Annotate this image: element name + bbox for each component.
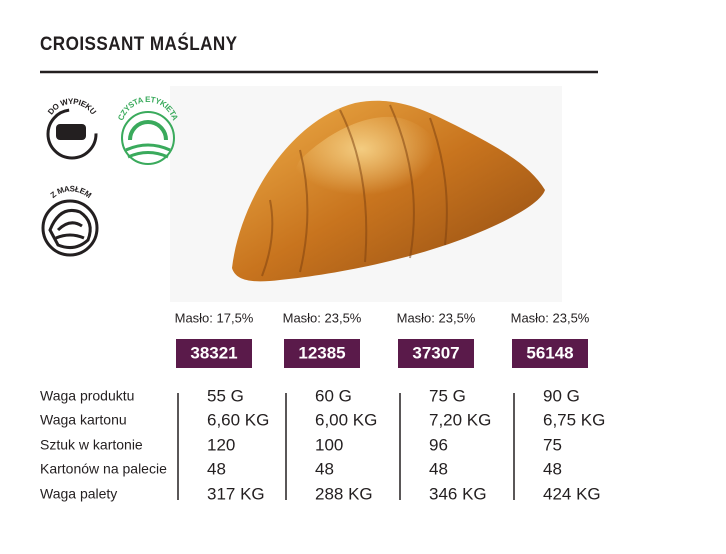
code-box bbox=[398, 339, 474, 368]
badge-label: DO WYPIEKU bbox=[46, 97, 98, 117]
cell-value: 48 bbox=[207, 459, 226, 478]
code-box bbox=[512, 339, 588, 368]
row-label: Waga palety bbox=[40, 486, 117, 502]
product-code: 12385 bbox=[298, 343, 345, 362]
cell-value: 424 KG bbox=[543, 484, 601, 503]
cell-value: 55 G bbox=[207, 386, 244, 405]
badge-bake: DO WYPIEKU bbox=[46, 97, 98, 160]
cell-value: 100 bbox=[315, 435, 343, 454]
row-label: Sztuk w kartonie bbox=[40, 437, 143, 453]
svg-text:Z MASŁEM: Z MASŁEM bbox=[49, 184, 94, 200]
row-label: Waga produktu bbox=[40, 388, 134, 404]
cell-value: 6,60 KG bbox=[207, 410, 269, 429]
cell-value: 6,75 KG bbox=[543, 410, 605, 429]
row-label: Kartonów na palecie bbox=[40, 461, 167, 477]
code-box bbox=[284, 339, 360, 368]
cell-value: 48 bbox=[543, 459, 562, 478]
svg-text:DO WYPIEKU: DO WYPIEKU bbox=[46, 97, 98, 117]
badge-label: Z MASŁEM bbox=[49, 184, 94, 200]
butter-content: Masło: 23,5% bbox=[397, 310, 476, 325]
title: CROISSANT MAŚLANY bbox=[40, 32, 238, 54]
cell-value: 48 bbox=[315, 459, 334, 478]
product-code: 38321 bbox=[190, 343, 237, 362]
badge-butter: Z MASŁEM bbox=[41, 184, 99, 257]
cell-value: 317 KG bbox=[207, 484, 265, 503]
cell-value: 346 KG bbox=[429, 484, 487, 503]
cell-value: 96 bbox=[429, 435, 448, 454]
cell-value: 90 G bbox=[543, 386, 580, 405]
cell-value: 7,20 KG bbox=[429, 410, 491, 429]
row-label: Waga kartonu bbox=[40, 412, 127, 428]
cell-value: 75 bbox=[543, 435, 562, 454]
cell-value: 48 bbox=[429, 459, 448, 478]
product-code: 56148 bbox=[526, 343, 573, 362]
butter-content: Masło: 17,5% bbox=[175, 310, 254, 325]
code-box bbox=[176, 339, 252, 368]
croissant-image bbox=[232, 100, 545, 282]
cell-value: 60 G bbox=[315, 386, 352, 405]
butter-content: Masło: 23,5% bbox=[283, 310, 362, 325]
product-code: 37307 bbox=[412, 343, 459, 362]
cell-value: 120 bbox=[207, 435, 235, 454]
cell-value: 288 KG bbox=[315, 484, 373, 503]
butter-content: Masło: 23,5% bbox=[511, 310, 590, 325]
cell-value: 6,00 KG bbox=[315, 410, 377, 429]
cell-value: 75 G bbox=[429, 386, 466, 405]
